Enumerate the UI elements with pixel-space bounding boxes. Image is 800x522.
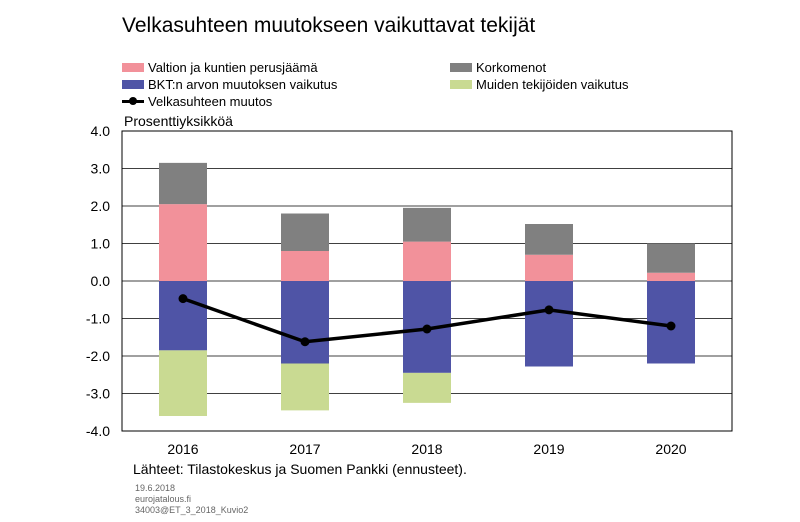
- y-tick-label: 0.0: [91, 273, 111, 289]
- y-tick-label: 2.0: [91, 198, 111, 214]
- footer-site: eurojatalous.fi: [135, 494, 192, 504]
- x-tick-label: 2016: [167, 441, 198, 457]
- x-tick-label: 2020: [655, 441, 686, 457]
- y-tick-label: -4.0: [86, 423, 110, 439]
- y-tick-label: -3.0: [86, 386, 110, 402]
- legend-item-velkasuhde: Velkasuhteen muutos: [122, 94, 272, 109]
- legend-label-bkt: BKT:n arvon muutoksen vaikutus: [148, 77, 338, 92]
- bar-segment: [525, 224, 573, 255]
- legend-swatch-perusjaama: [122, 63, 144, 72]
- x-tick-label: 2017: [289, 441, 320, 457]
- bar-segment: [403, 241, 451, 281]
- line-point: [300, 337, 310, 347]
- legend-label-perusjaama: Valtion ja kuntien perusjäämä: [148, 60, 318, 75]
- legend-swatch-korkomenot: [450, 63, 472, 72]
- bar-segment: [159, 162, 207, 205]
- y-tick-label: 1.0: [91, 236, 111, 252]
- footer-code: 34003@ET_3_2018_Kuvio2: [135, 505, 249, 515]
- legend-item-perusjaama: Valtion ja kuntien perusjäämä: [122, 60, 318, 75]
- legend-item-bkt: BKT:n arvon muutoksen vaikutus: [122, 77, 337, 92]
- source-note: Lähteet: Tilastokeskus ja Suomen Pankki …: [133, 461, 467, 477]
- x-tick-label: 2018: [411, 441, 442, 457]
- bar-segment: [525, 281, 573, 367]
- legend-item-muut: Muiden tekijöiden vaikutus: [450, 77, 628, 92]
- plot-frame: [121, 130, 733, 432]
- legend-label-velkasuhde: Velkasuhteen muutos: [148, 94, 273, 109]
- legend-label-korkomenot: Korkomenot: [476, 60, 547, 75]
- bar-segment: [281, 213, 329, 251]
- bar-segment: [281, 363, 329, 411]
- line-point: [178, 294, 188, 304]
- y-axis-label: Prosenttiyksikköä: [124, 113, 233, 129]
- chart-title: Velkasuhteen muutokseen vaikuttavat teki…: [122, 14, 536, 37]
- bar-segment: [403, 207, 451, 242]
- bar-segment: [281, 281, 329, 364]
- bar-segment: [647, 272, 695, 281]
- legend-swatch-muut: [450, 80, 472, 89]
- line-point: [666, 321, 676, 331]
- x-tick-label: 2019: [533, 441, 564, 457]
- y-tick-label: 3.0: [91, 161, 111, 177]
- bar-segment: [647, 243, 695, 273]
- line-point: [544, 305, 554, 315]
- line-point: [422, 324, 432, 334]
- footer-date: 19.6.2018: [135, 483, 176, 493]
- y-tick-label: -1.0: [86, 311, 110, 327]
- bar-segment: [525, 254, 573, 281]
- bar-segment: [159, 204, 207, 281]
- legend-item-korkomenot: Korkomenot: [450, 60, 546, 75]
- legend-label-muut: Muiden tekijöiden vaikutus: [476, 77, 629, 92]
- y-tick-label: 4.0: [91, 123, 111, 139]
- bar-segment: [281, 251, 329, 281]
- legend-swatch-bkt: [122, 80, 144, 89]
- bar-segment: [159, 350, 207, 416]
- bar-segment: [159, 281, 207, 351]
- legend-swatch-velkasuhde: [122, 97, 144, 106]
- legend: Valtion ja kuntien perusjäämä Korkomenot…: [122, 60, 682, 112]
- bar-segment: [403, 372, 451, 403]
- y-tick-label: -2.0: [86, 348, 110, 364]
